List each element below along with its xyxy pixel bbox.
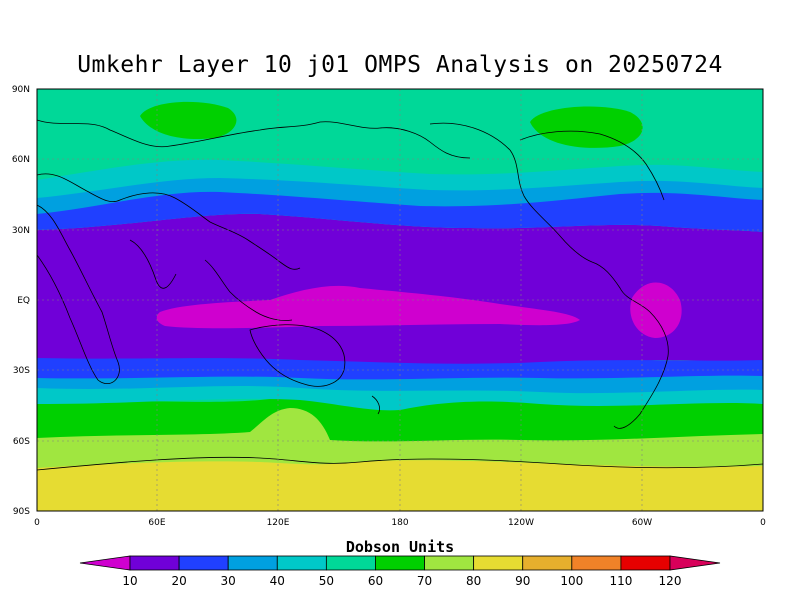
colorbar-arrow-high	[669, 555, 721, 571]
colorbar-swatch	[129, 555, 180, 571]
colorbar-title: Dobson Units	[346, 538, 454, 556]
map-title: Umkehr Layer 10 j01 OMPS Analysis on 202…	[77, 52, 723, 78]
lon-label: 0	[760, 518, 766, 528]
lat-label: 60N	[12, 155, 30, 165]
colorbar-arrow-low	[79, 555, 131, 571]
lon-label: 180	[391, 518, 408, 528]
colorbar-tick-label: 30	[221, 574, 236, 588]
colorbar-swatch	[620, 555, 671, 571]
colorbar-tick-label: 50	[319, 574, 334, 588]
colorbar-swatch	[178, 555, 229, 571]
lat-label: 30N	[12, 226, 30, 236]
colorbar-tick-label: 110	[609, 574, 632, 588]
band-60-70-arctic-east	[530, 106, 643, 148]
coastlines	[37, 119, 763, 471]
colorbar-tick-label: 60	[368, 574, 383, 588]
lon-label: 0	[34, 518, 40, 528]
colorbar-swatch	[522, 555, 573, 571]
band-10-20-atlantic	[630, 282, 682, 338]
band-50-60-north	[37, 159, 763, 198]
colorbar-tick-label: 90	[515, 574, 530, 588]
colorbar-swatch	[227, 555, 278, 571]
lat-label: 90S	[13, 507, 30, 517]
colorbar-tick-label: 80	[466, 574, 481, 588]
colorbar-tick-label: 10	[122, 574, 137, 588]
colorbar-tick-label: 20	[171, 574, 186, 588]
latitude-axis: 90N 60N 30N EQ 30S 60S 90S	[12, 85, 30, 517]
colorbar-swatch	[473, 555, 524, 571]
lon-label: 60W	[632, 518, 652, 528]
colorbar-swatch	[424, 555, 475, 571]
colorbar-swatch	[571, 555, 622, 571]
lon-label: 120E	[267, 518, 290, 528]
colorbar	[79, 555, 721, 571]
colorbar-tick-label: 70	[417, 574, 432, 588]
colorbar-swatch	[325, 555, 376, 571]
lat-label: 90N	[12, 85, 30, 95]
colorbar-swatch	[375, 555, 425, 571]
lon-label: 120W	[508, 518, 534, 528]
lat-label: EQ	[17, 296, 30, 306]
lon-label: 60E	[148, 518, 165, 528]
lat-label: 30S	[13, 366, 30, 376]
map-frame	[36, 88, 764, 512]
longitude-axis: 0 60E 120E 180 120W 60W 0	[34, 518, 766, 528]
band-60-70-arctic-west	[140, 101, 237, 140]
graticule	[37, 89, 763, 511]
band-10-20-equatorial	[156, 285, 580, 329]
colorbar-tick-labels: 10 20 30 40 50 60 70 80 90 100 110 120	[122, 574, 681, 588]
colorbar-tick-label: 40	[270, 574, 285, 588]
colorbar-tick-label: 100	[560, 574, 583, 588]
colorbar-tick-label: 120	[659, 574, 682, 588]
colorbar-swatch	[276, 555, 327, 571]
lat-label: 60S	[13, 437, 30, 447]
